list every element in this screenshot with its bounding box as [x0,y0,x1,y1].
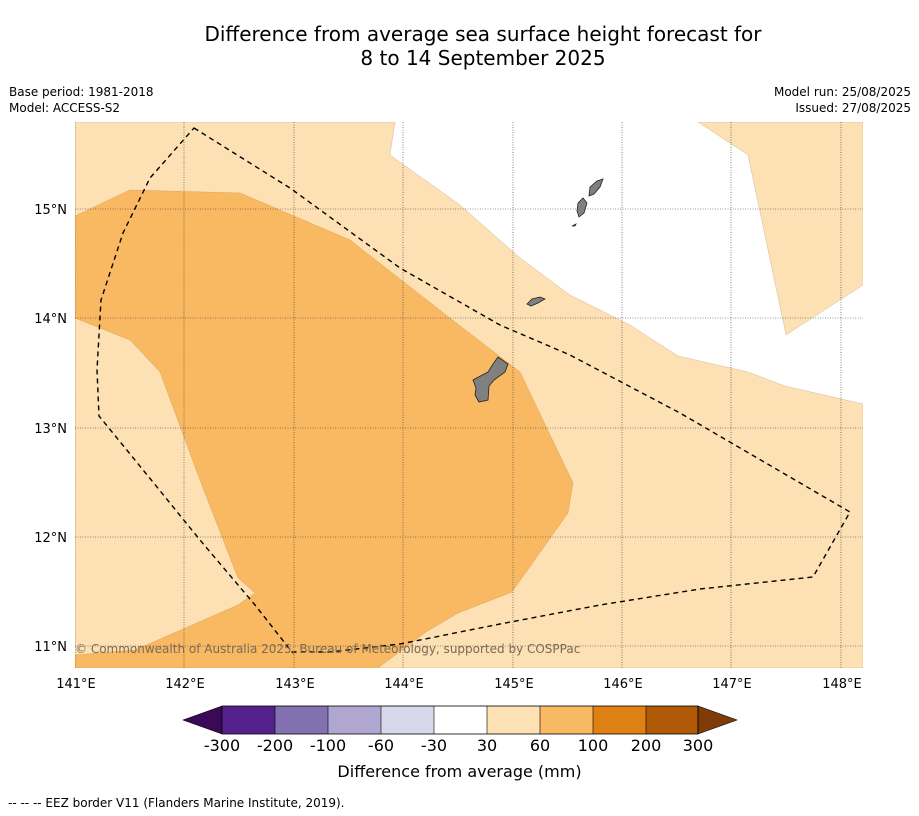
lon-tick-145: 145°E [494,677,534,692]
island-rota [526,296,546,307]
colorbar-extend-low [182,705,223,735]
issued-text: Issued: 27/08/2025 [795,101,911,115]
model-text: Model: ACCESS-S2 [9,101,121,115]
model-run-text: Model run: 25/08/2025 [773,85,911,99]
lon-tick-144: 144°E [384,677,424,692]
title-line-2: 8 to 14 September 2025 [360,46,606,70]
lat-tick-11: 11°N [34,640,67,655]
eez-border [96,127,851,653]
lat-tick-12: 12°N [34,531,67,546]
meta-left: Base period: 1981-2018 Model: ACCESS-S2 [9,84,154,116]
colorbar-label: Difference from average (mm) [337,762,582,781]
island-tinian [576,197,588,218]
colorbar-dividers [274,706,647,734]
lon-tick-142: 142°E [165,677,205,692]
colorbar-segment-4 [381,706,434,734]
lon-tick-147: 147°E [712,677,752,692]
map-title: Difference from average sea surface heig… [0,22,919,70]
title-line-1: Difference from average sea surface heig… [204,22,762,46]
latitude-labels: 15°N 14°N 13°N 12°N 11°N [34,203,67,655]
cb-tick-1: -300 [204,736,240,755]
colorbar-segment-5 [434,706,487,734]
colorbar-tick-labels: -300 -200 -100 -60 -30 30 60 100 200 300 [204,736,713,755]
lon-tick-143: 143°E [275,677,315,692]
cb-tick-3: -100 [310,736,346,755]
map-canvas: © Commonwealth of Australia 2025, Bureau… [34,122,863,692]
cb-tick-5: -30 [421,736,447,755]
graticule [75,122,863,668]
island-guam [472,356,509,403]
anomaly-region-60-100 [75,189,574,668]
cb-tick-6: 30 [477,736,497,755]
cb-tick-10: 300 [683,736,714,755]
colorbar: -300 -200 -100 -60 -30 30 60 100 200 300 [182,705,738,755]
colorbar-segment-3 [328,706,381,734]
eez-legend-footnote: -- -- -- EEZ border V11 (Flanders Marine… [8,796,345,810]
cb-tick-7: 60 [530,736,550,755]
lat-tick-13: 13°N [34,422,67,437]
colorbar-segment-2 [275,706,328,734]
island-aguijan [571,223,577,227]
cb-tick-2: -200 [257,736,293,755]
islands [472,178,604,403]
lat-tick-14: 14°N [34,312,67,327]
colorbar-segment-7 [540,706,593,734]
cb-tick-9: 200 [631,736,662,755]
lon-tick-146: 146°E [603,677,643,692]
island-saipan [588,178,604,197]
lon-tick-148: 148°E [822,677,862,692]
colorbar-segment-8 [593,706,646,734]
meta-right: Model run: 25/08/2025 Issued: 27/08/2025 [774,84,911,116]
colorbar-segment-1 [222,706,275,734]
base-period-text: Base period: 1981-2018 [9,85,154,99]
cb-tick-8: 100 [578,736,609,755]
anomaly-region-30-60-east [697,122,863,336]
colorbar-frame [221,705,699,735]
longitude-labels: 141°E 142°E 143°E 144°E 145°E 146°E 147°… [56,677,862,692]
cb-tick-4: -60 [368,736,394,755]
lat-tick-15: 15°N [34,203,67,218]
lon-tick-141: 141°E [56,677,96,692]
colorbar-segment-9 [646,706,698,734]
copyright-text: © Commonwealth of Australia 2025, Bureau… [75,642,580,656]
colorbar-segment-6 [487,706,540,734]
colorbar-extend-high [697,705,738,735]
